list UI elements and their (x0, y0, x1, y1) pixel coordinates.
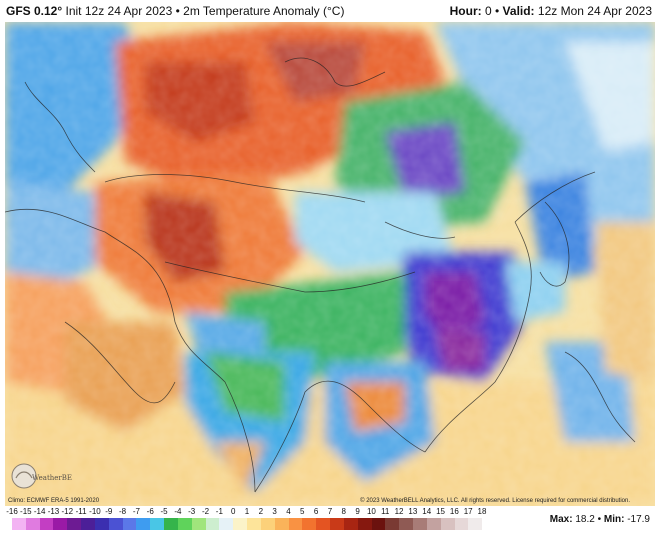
scale-swatch (150, 518, 165, 530)
scale-tick-label: 17 (463, 507, 473, 516)
scale-swatch (260, 518, 275, 530)
map-header: GFS 0.12° Init 12z 24 Apr 2023 • 2m Temp… (0, 0, 660, 22)
scale-tick-label: 5 (300, 507, 305, 516)
scale-tick-label: -5 (160, 507, 168, 516)
scale-swatch (205, 518, 220, 530)
temperature-anomaly-map[interactable] (5, 22, 655, 506)
scale-swatch (164, 518, 178, 530)
scale-swatch (440, 518, 455, 530)
scale-swatch (468, 518, 483, 530)
scale-swatch (191, 518, 206, 530)
scale-tick-label: -1 (215, 507, 223, 516)
scale-swatch (233, 518, 248, 530)
scale-swatch (177, 518, 192, 530)
scale-tick-label: -3 (188, 507, 196, 516)
hour-label: Hour: (449, 4, 482, 18)
scale-tick-label: 16 (449, 507, 459, 516)
scale-swatch (67, 518, 82, 530)
separator-2: • (495, 4, 500, 18)
separator-3: • (597, 514, 602, 525)
scale-tick-label: 7 (327, 507, 333, 516)
scale-swatch (343, 518, 358, 530)
scale-tick-label: -8 (119, 507, 127, 516)
scale-swatch (385, 518, 400, 530)
noise-texture (5, 22, 655, 506)
scale-tick-label: -9 (105, 507, 113, 516)
weatherbell-logo: WeatherBELL (10, 462, 82, 490)
scale-swatch (357, 518, 372, 530)
scale-swatch (330, 518, 344, 530)
scale-swatch (53, 518, 68, 530)
scale-swatch (316, 518, 331, 530)
color-scale: -16 -15 -14 -13 -12 -11 -10 -9 -8 -7 -6 -5 -4 -3 -2 -1 0… (6, 507, 492, 534)
scale-tick-label: 1 (244, 507, 250, 516)
scale-tick-label: 18 (477, 507, 487, 516)
scale-swatch (12, 518, 26, 530)
scale-tick-label: 13 (408, 507, 418, 516)
hour-value: 0 (484, 4, 492, 18)
valid-value: 12z Mon 24 Apr 2023 (537, 4, 652, 18)
scale-tick-label: -15 (20, 507, 32, 516)
scale-swatch (454, 518, 469, 530)
separator: • (175, 4, 180, 18)
scale-tick-label: -6 (146, 507, 154, 516)
max-label: Max: (549, 514, 573, 525)
scale-labels: -16 -15 -14 -13 -12 -11 -10 -9 -8 -7 -6 -5 -4 -3 -2 -1 0… (6, 507, 486, 517)
scale-tick-label: -4 (174, 507, 182, 516)
scale-swatch (399, 518, 414, 530)
map-canvas (5, 22, 655, 506)
scale-tick-label: -13 (47, 507, 60, 516)
coastlines (5, 57, 636, 493)
scale-swatch (122, 518, 137, 530)
scale-tick-label: -7 (132, 507, 140, 516)
header-title: GFS 0.12° Init 12z 24 Apr 2023 • 2m Temp… (6, 4, 344, 18)
valid-label: Valid: (502, 4, 535, 18)
scale-tick-label: -10 (89, 507, 101, 516)
max-value: 18.2 (575, 514, 595, 525)
scale-tick-label: 3 (272, 507, 277, 516)
scale-swatch (288, 518, 303, 530)
climo-note: Climo: ECMWF ERA-5 1991-2020 (8, 498, 100, 504)
scale-swatch (81, 518, 95, 530)
scale-tick-label: 14 (422, 507, 432, 516)
scale-tick-label: 0 (230, 507, 236, 516)
scale-swatch (274, 518, 289, 530)
product-name: 2m Temperature Anomaly (°C) (183, 4, 345, 18)
init-time: Init 12z 24 Apr 2023 (65, 4, 173, 18)
scale-swatch (94, 518, 109, 530)
scale-tick-label: 9 (355, 507, 360, 516)
scale-tick-label: 10 (366, 507, 376, 516)
scale-swatch (247, 518, 261, 530)
scale-tick-label: 4 (286, 507, 291, 516)
scale-swatch (108, 518, 123, 530)
scale-bar (12, 518, 483, 530)
scale-tick-label: -2 (201, 507, 210, 516)
scale-tick-label: -14 (33, 507, 46, 516)
scale-swatch (25, 518, 40, 530)
scale-tick-label: 2 (258, 507, 264, 516)
logo-text: WeatherBELL (32, 474, 72, 482)
scale-tick-label: 6 (313, 507, 319, 516)
scale-tick-label: -16 (6, 507, 18, 516)
scale-tick-label: 8 (341, 507, 346, 516)
copyright-note: © 2023 WeatherBELL Analytics, LLC. All r… (360, 498, 630, 504)
scale-tick-label: -12 (61, 507, 74, 516)
scale-swatch (426, 518, 441, 530)
scale-tick-label: 15 (436, 507, 445, 516)
scale-swatch (413, 518, 427, 530)
scale-swatch (219, 518, 234, 530)
scale-tick-label: 11 (381, 507, 390, 516)
scale-swatch (39, 518, 54, 530)
scale-swatch (371, 518, 386, 530)
max-min-readout: Max: 18.2 • Min: -17.9 (550, 514, 650, 525)
header-valid: Hour: 0 • Valid: 12z Mon 24 Apr 2023 (450, 4, 652, 18)
min-value: -17.9 (627, 514, 650, 525)
model-name: GFS 0.12° (6, 4, 63, 18)
scale-swatch (136, 518, 151, 530)
scale-tick-label: -11 (75, 507, 87, 516)
scale-swatch (302, 518, 317, 530)
scale-tick-label: 12 (394, 507, 404, 516)
min-label: Min: (603, 514, 625, 525)
